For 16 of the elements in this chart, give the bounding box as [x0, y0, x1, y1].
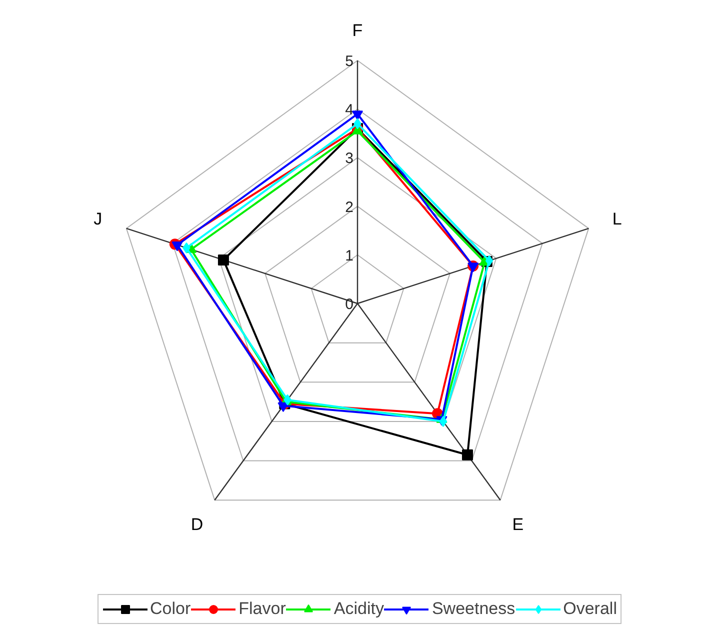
legend-label: Sweetness — [432, 599, 516, 619]
spoke-label: D — [190, 514, 204, 534]
legend-label: Color — [150, 599, 191, 619]
spoke-label: L — [612, 210, 622, 229]
y-tick-label: 0 — [345, 296, 354, 313]
legend-label: Flavor — [238, 599, 286, 619]
y-tick-label: 1 — [345, 247, 354, 264]
y-tick-label: 3 — [345, 150, 354, 168]
spoke-label: E — [512, 514, 524, 534]
spoke-label: J — [94, 210, 102, 229]
spoke-label: F — [352, 21, 363, 40]
y-tick-label: 2 — [345, 198, 354, 216]
legend-label: Acidity — [334, 599, 384, 619]
y-tick-label: 4 — [345, 102, 354, 119]
legend-label: Overall — [563, 599, 617, 619]
y-tick-label: 5 — [345, 53, 354, 70]
